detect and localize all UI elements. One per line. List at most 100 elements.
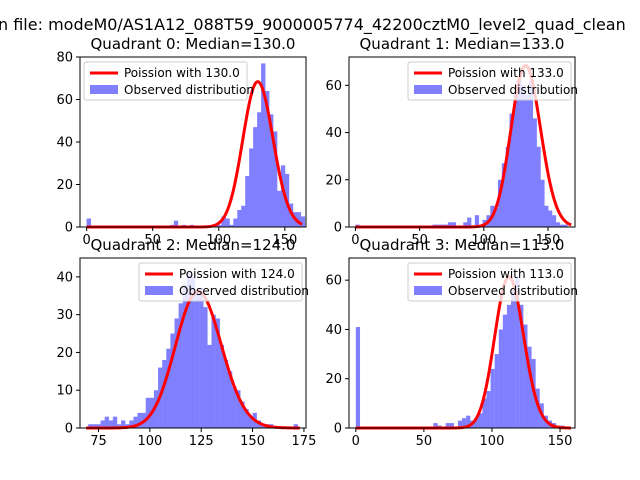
x-tick-label: 125	[189, 434, 214, 449]
hist-bar	[100, 420, 105, 428]
hist-bar	[293, 424, 298, 428]
x-tick-label: 75	[90, 434, 107, 449]
x-tick-label: 50	[411, 233, 428, 248]
quadrant-1-plot: Quadrant 1: Median=133.0 0 50 100 150 0 20 40 60…	[325, 35, 577, 248]
hist-bar	[207, 344, 212, 428]
hist-bar	[515, 277, 520, 428]
hist-bar	[121, 420, 126, 428]
hist-bar	[237, 210, 242, 227]
hist-bar	[190, 276, 196, 428]
hist-bar	[244, 409, 249, 428]
hist-bar	[211, 314, 216, 428]
hist-bar	[433, 423, 438, 428]
hist-bar	[241, 205, 246, 227]
y-tick-label: 20	[325, 173, 342, 188]
hist-bar	[195, 292, 200, 428]
hist-bar	[498, 329, 503, 428]
quadrant-2-title: Quadrant 2: Median=124.0	[91, 236, 296, 254]
legend-bar-swatch	[145, 286, 173, 295]
hist-bar	[501, 163, 507, 227]
y-tick-label: 60	[325, 79, 342, 94]
hist-bar	[162, 360, 167, 428]
y-tick-label: 40	[325, 126, 342, 141]
y-tick-label: 0	[65, 422, 73, 437]
hist-bar	[182, 284, 188, 428]
hist-bar	[447, 222, 453, 227]
hist-bar	[133, 416, 138, 428]
y-tick-label: 40	[56, 136, 73, 151]
hist-bar	[170, 333, 175, 428]
hist-bar	[563, 224, 568, 227]
legend-label-poisson: Poission with 130.0	[124, 66, 240, 80]
hist-bar	[457, 420, 463, 428]
hist-bar	[233, 218, 238, 227]
legend-label-observed: Observed distribution	[179, 284, 309, 298]
hist-bar	[280, 165, 286, 227]
hist-bar	[221, 216, 226, 227]
hist-bar	[92, 424, 97, 428]
hist-bar	[203, 307, 208, 428]
hist-bar	[451, 222, 456, 227]
hist-bar	[137, 412, 142, 428]
hist-bar	[486, 391, 491, 428]
x-tick-label: 100	[480, 434, 505, 449]
hist-bar	[245, 176, 250, 227]
hist-bar	[178, 303, 183, 428]
y-tick-label: 30	[56, 308, 73, 323]
x-tick-label: 150	[272, 233, 297, 248]
hist-bar	[532, 118, 537, 227]
quadrant-3-plot: Quadrant 3: Median=113.00 50 100 1500204060…	[325, 236, 577, 449]
hist-bar	[449, 423, 454, 428]
hist-bar	[236, 390, 241, 428]
hist-bar	[536, 146, 541, 227]
axes-frame	[79, 257, 307, 429]
hist-bar	[223, 360, 229, 428]
legend-box	[138, 262, 303, 302]
hist-bar	[555, 222, 560, 227]
x-tick-label: 100	[137, 434, 162, 449]
hist-bar	[355, 326, 361, 428]
hist-bar	[528, 80, 534, 227]
x-tick-label: 100	[471, 233, 496, 248]
hist-bar	[186, 273, 192, 428]
hist-bar	[462, 418, 467, 428]
hist-bar	[272, 131, 278, 227]
x-tick-label: 100	[206, 233, 231, 248]
legend-label-poisson: Poission with 133.0	[448, 66, 564, 80]
x-tick-label: 50	[416, 434, 433, 449]
hist-bar	[215, 318, 220, 428]
legend-label-observed: Observed distribution	[448, 83, 578, 97]
hist-bar	[86, 218, 91, 227]
hist-bar	[153, 390, 159, 428]
y-tick-label: 60	[325, 274, 342, 289]
hist-bar	[104, 416, 109, 428]
hist-bar	[513, 94, 518, 228]
hist-bar	[253, 127, 258, 227]
legend-label-observed: Observed distribution	[124, 83, 254, 97]
x-tick-label: 0	[82, 233, 90, 248]
y-tick-label: 10	[56, 384, 73, 399]
hist-bar	[232, 386, 237, 428]
hist-bar	[509, 113, 514, 227]
hist-bar	[474, 418, 479, 428]
hist-bar	[482, 398, 487, 428]
hist-bar	[249, 148, 254, 227]
quadrant-2-plot: Quadrant 2: Median=124.075 100 125 150 17501…	[56, 236, 316, 449]
x-tick-label: 150	[548, 434, 573, 449]
hist-bar	[276, 190, 282, 227]
hist-bar	[494, 354, 499, 428]
x-tick-label: 0	[351, 233, 359, 248]
legend-box	[407, 262, 572, 302]
hist-bar	[108, 420, 114, 428]
hist-bar	[548, 210, 553, 227]
hist-bar	[88, 424, 93, 428]
hist-bar	[490, 368, 495, 428]
hist-bar	[519, 304, 524, 428]
y-tick-label: 0	[65, 221, 73, 236]
hist-bar	[544, 205, 549, 227]
y-tick-label: 80	[56, 51, 73, 66]
hist-bar	[467, 217, 472, 227]
hist-bar	[494, 208, 499, 227]
hist-bar	[502, 314, 508, 428]
y-tick-label: 40	[325, 323, 342, 338]
